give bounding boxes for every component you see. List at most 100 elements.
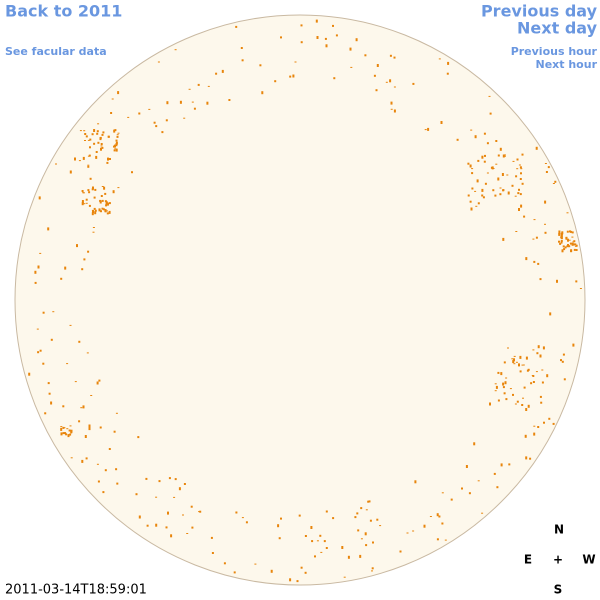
facula — [364, 532, 367, 536]
back-link[interactable]: Back to 2011 — [5, 2, 122, 21]
facula — [465, 465, 468, 468]
facula — [55, 163, 57, 165]
facula — [573, 240, 576, 243]
compass-w: W — [582, 553, 595, 567]
facula — [108, 202, 111, 205]
facula — [104, 209, 107, 213]
facula — [424, 129, 427, 131]
facula — [390, 108, 393, 110]
facula — [515, 361, 518, 363]
facula — [108, 210, 111, 214]
facula — [304, 535, 307, 537]
facula — [544, 231, 547, 234]
facula — [270, 569, 273, 573]
facula — [343, 576, 346, 578]
facula — [375, 89, 378, 92]
facula — [474, 190, 477, 192]
facula — [376, 518, 379, 521]
facula — [399, 550, 402, 553]
facular-link[interactable]: See facular data — [5, 45, 107, 58]
facula — [191, 101, 194, 103]
facula — [535, 146, 538, 150]
facula — [102, 208, 105, 211]
facula — [519, 193, 522, 196]
facula — [532, 381, 535, 383]
facula — [107, 157, 109, 161]
facula — [116, 134, 119, 136]
next-day-link[interactable]: Next day — [517, 19, 598, 38]
compass-n: N — [554, 523, 564, 537]
facula — [104, 192, 107, 195]
facula — [108, 448, 111, 450]
facula — [235, 511, 238, 514]
facula — [513, 363, 516, 365]
facula — [575, 244, 578, 247]
facula — [497, 177, 500, 181]
facula — [502, 189, 505, 192]
facula — [562, 353, 565, 356]
facula — [101, 186, 104, 187]
facula — [544, 163, 547, 164]
facula — [525, 456, 528, 460]
facula — [106, 210, 108, 212]
facula — [537, 262, 540, 265]
facula — [562, 245, 565, 248]
facula — [87, 250, 90, 253]
facula — [304, 571, 307, 574]
facula — [341, 546, 344, 549]
facula — [254, 563, 257, 565]
facula — [520, 168, 523, 170]
previous-hour-link[interactable]: Previous hour — [511, 45, 598, 58]
facula — [101, 146, 104, 149]
previous-day-link[interactable]: Previous day — [481, 2, 598, 21]
facula — [98, 208, 101, 211]
facula — [519, 166, 522, 169]
facula — [85, 198, 88, 201]
facula — [471, 168, 474, 170]
facula — [92, 227, 95, 228]
facula — [167, 511, 169, 515]
facula — [558, 232, 561, 236]
facula — [469, 164, 472, 168]
faculae — [28, 19, 582, 583]
facula — [274, 80, 277, 83]
facula — [39, 252, 42, 254]
facula — [574, 245, 577, 247]
facula — [385, 81, 388, 83]
facula — [79, 130, 82, 132]
facula — [97, 480, 100, 483]
facula — [521, 364, 524, 366]
facula — [116, 482, 119, 485]
facula — [114, 148, 117, 150]
facula — [106, 161, 109, 164]
facula — [50, 338, 53, 341]
facula — [514, 195, 517, 197]
facula — [39, 349, 42, 352]
facula — [99, 200, 102, 204]
facula — [477, 480, 480, 482]
facula — [96, 132, 99, 135]
facula — [484, 154, 486, 157]
facula — [347, 555, 350, 559]
facula — [512, 393, 514, 396]
facula — [223, 562, 226, 565]
facula — [429, 516, 432, 517]
facula — [441, 492, 444, 494]
facula — [469, 200, 472, 203]
facula — [516, 158, 519, 161]
facula — [85, 457, 88, 460]
facula — [105, 203, 108, 205]
facula — [495, 163, 498, 165]
facula — [414, 480, 417, 484]
next-hour-link[interactable]: Next hour — [536, 58, 598, 71]
facula — [559, 242, 562, 245]
facula — [509, 388, 512, 390]
facula — [561, 360, 564, 363]
facula — [541, 381, 544, 384]
facula — [94, 209, 97, 212]
facula — [525, 257, 528, 261]
facula — [166, 101, 169, 105]
facula — [537, 345, 540, 349]
facula — [81, 459, 84, 463]
facula — [494, 194, 497, 197]
